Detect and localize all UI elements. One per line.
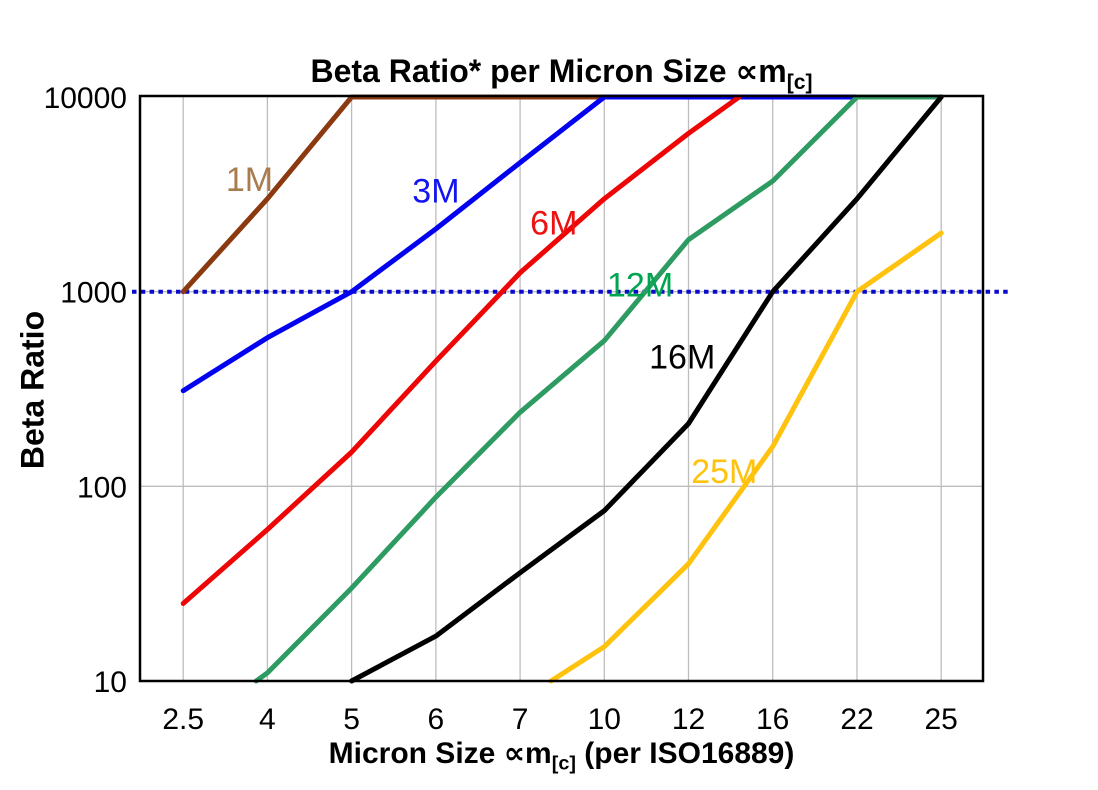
x-axis-title-suffix: (per ISO16889) (575, 737, 795, 770)
series-line-6M (180, 94, 742, 606)
y-tick-label-10000: 10000 (44, 82, 127, 115)
x-tick-label-12: 12 (672, 703, 705, 736)
chart-title-symbol: ∝m (735, 53, 787, 89)
series-line-12M (253, 94, 944, 684)
series-label-25M: 25M (691, 453, 757, 491)
series-label-16M: 16M (649, 338, 715, 376)
series-label-12M: 12M (607, 266, 673, 304)
series-label-6M: 6M (530, 205, 577, 243)
x-axis-title-subscript: [c] (551, 752, 576, 775)
chart-title: Beta Ratio* per Micron Size ∝m[c] (140, 52, 983, 95)
x-tick-label-22: 22 (840, 703, 873, 736)
x-tick-label-2.5: 2.5 (162, 703, 204, 736)
x-axis-title-main: Micron Size (328, 737, 504, 770)
x-tick-label-6: 6 (428, 703, 445, 736)
y-tick-label-10: 10 (94, 666, 127, 699)
series-label-3M: 3M (412, 173, 459, 211)
y-axis-title: Beta Ratio (14, 310, 51, 470)
plot-border (138, 94, 985, 683)
x-tick-label-25: 25 (925, 703, 958, 736)
y-tick-label-1000: 1000 (60, 277, 127, 310)
series-line-25M (548, 230, 944, 684)
series-label-1M: 1M (226, 161, 273, 199)
x-tick-label-5: 5 (343, 703, 360, 736)
x-axis-title-symbol: ∝m (503, 737, 552, 770)
x-axis-title: Micron Size ∝m[c] (per ISO16889) (140, 736, 983, 775)
x-tick-label-16: 16 (756, 703, 789, 736)
chart-title-main: Beta Ratio* per Micron Size (310, 53, 736, 89)
x-tick-label-7: 7 (512, 703, 529, 736)
series-line-16M (349, 94, 944, 684)
x-tick-label-10: 10 (588, 703, 621, 736)
y-tick-label-100: 100 (77, 471, 127, 504)
x-tick-label-4: 4 (259, 703, 276, 736)
chart-title-subscript: [c] (786, 70, 813, 94)
